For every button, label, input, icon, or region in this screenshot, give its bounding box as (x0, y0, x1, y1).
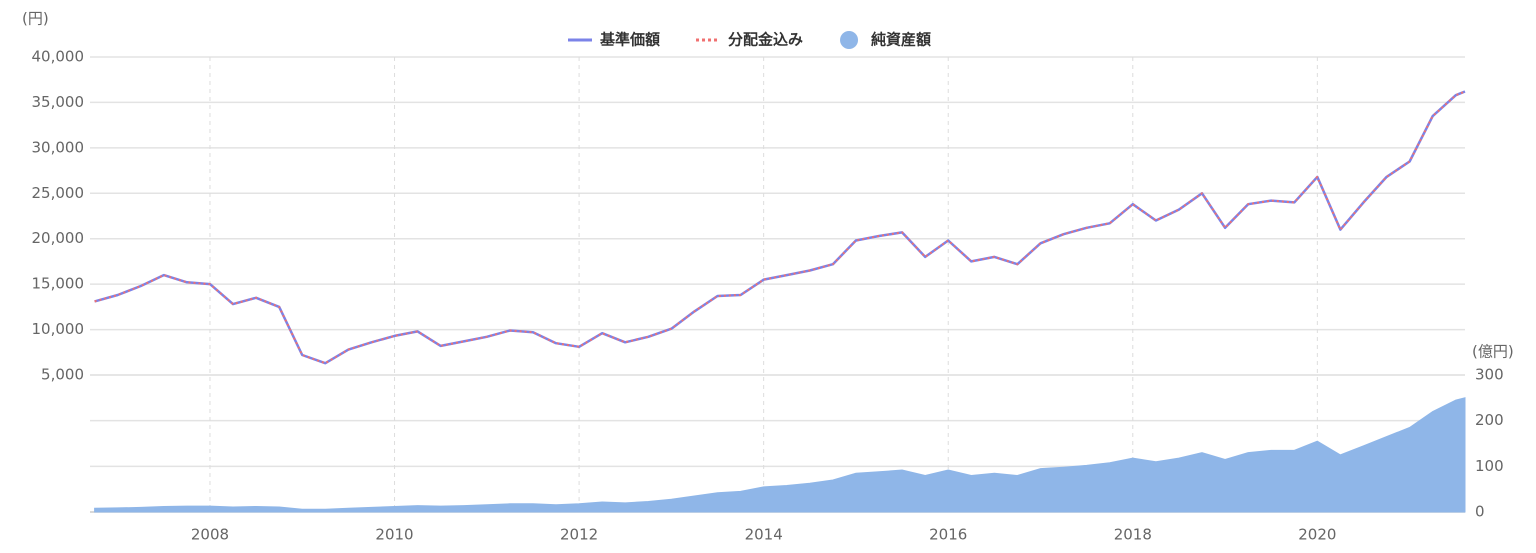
legend-label: 基準価額 (599, 31, 660, 49)
line (94, 90, 1466, 365)
line (94, 90, 1466, 365)
x-tick-label: 2016 (929, 526, 967, 544)
x-tick-label: 2014 (745, 526, 783, 544)
x-tick-label: 2020 (1298, 526, 1336, 544)
x-tick-label: 2012 (560, 526, 598, 544)
y-tick-label: 30,000 (32, 138, 85, 156)
legend-marker (840, 31, 859, 49)
y-tick-label: 20,000 (32, 229, 85, 247)
y-tick-label: 40,000 (32, 48, 85, 66)
area (94, 397, 1466, 513)
x-tick-label: 2010 (375, 526, 413, 544)
y-tick-label: 35,000 (32, 93, 85, 111)
y-tick-label: 10,000 (32, 320, 85, 338)
y2-axis-unit: (億円) (1472, 343, 1514, 361)
legend-label: 純資産額 (871, 31, 931, 49)
legend-label: 分配金込み (728, 31, 803, 49)
y2-tick-label: 200 (1475, 411, 1504, 429)
y-axis-unit: (円) (22, 10, 49, 28)
y2-tick-label: 100 (1475, 457, 1504, 475)
y2-tick-label: 300 (1475, 366, 1504, 384)
x-tick-label: 2018 (1114, 526, 1152, 544)
y-tick-label: 15,000 (32, 275, 85, 293)
y2-tick-label: 0 (1475, 503, 1485, 521)
y-tick-label: 5,000 (41, 366, 84, 384)
x-tick-label: 2008 (191, 526, 229, 544)
y-tick-label: 25,000 (32, 184, 85, 202)
